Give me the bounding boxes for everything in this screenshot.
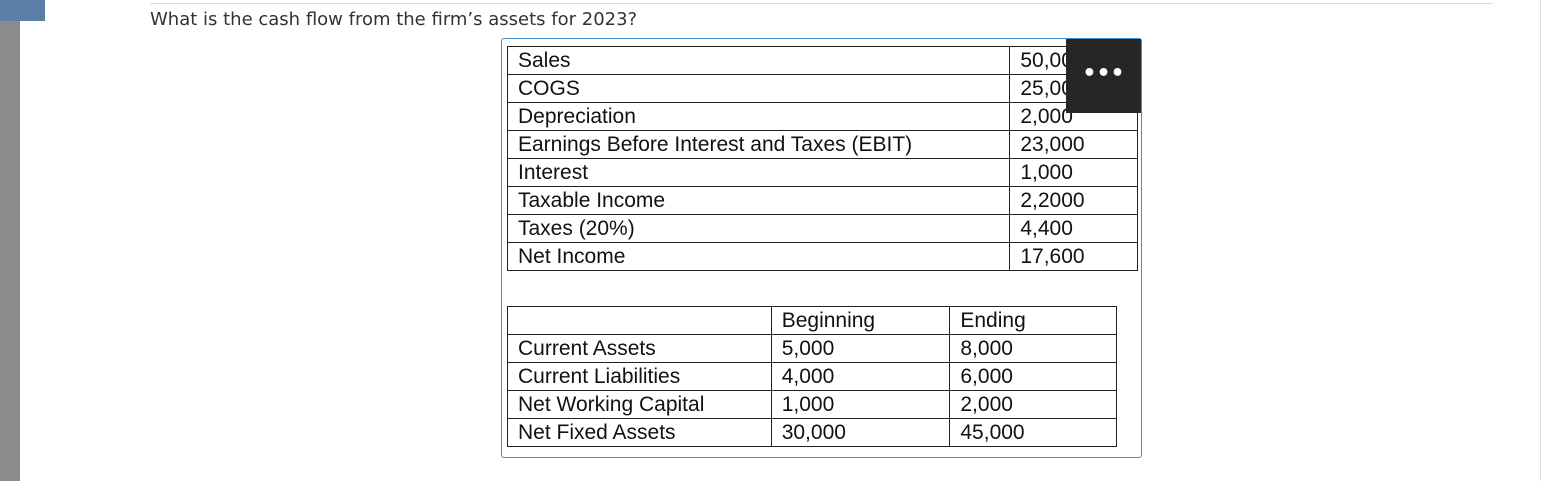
divider (150, 3, 1493, 4)
table-row: Current Liabilities 4,000 6,000 (507, 362, 1117, 391)
label-cell: Taxable Income (506, 186, 1011, 215)
amount-cell: 2,2000 (1009, 186, 1138, 215)
amount-cell: 17,600 (1009, 242, 1138, 271)
amount-cell: 4,000 (770, 362, 951, 391)
amount-cell: 1,000 (1009, 158, 1138, 187)
label-cell: Net Income (506, 242, 1011, 271)
amount-cell: 23,000 (1009, 130, 1138, 159)
table-row: Sales 50,000 (506, 46, 1138, 75)
empty-cell (507, 306, 772, 335)
table-row: Interest 1,000 (506, 158, 1138, 187)
table-row: COGS 25,000 (506, 74, 1138, 103)
table-row: Current Assets 5,000 8,000 (507, 334, 1117, 363)
table-row: Taxable Income 2,2000 (506, 186, 1138, 215)
table-row: Net Income 17,600 (506, 242, 1138, 271)
label-cell: Interest (506, 158, 1011, 187)
label-cell: Taxes (20%) (506, 214, 1011, 243)
label-cell: Depreciation (506, 102, 1011, 131)
question-text: What is the cash flow from the firm’s as… (150, 9, 638, 30)
amount-cell: 8,000 (949, 334, 1117, 363)
amount-cell: 5,000 (770, 334, 951, 363)
label-cell: Earnings Before Interest and Taxes (EBIT… (506, 130, 1011, 159)
header-cell: Beginning (770, 306, 951, 335)
label-cell: Current Assets (507, 334, 772, 363)
more-options[interactable]: ••• (1066, 39, 1141, 113)
table-row: Net Fixed Assets 30,000 45,000 (507, 418, 1117, 447)
amount-cell: 45,000 (949, 418, 1117, 447)
header-cell: Ending (949, 306, 1117, 335)
table-row: Net Working Capital 1,000 2,000 (507, 390, 1117, 419)
amount-cell: 30,000 (770, 418, 951, 447)
table-row: Depreciation 2,000 (506, 102, 1138, 131)
label-cell: COGS (506, 74, 1011, 103)
amount-cell: 1,000 (770, 390, 951, 419)
divider (1540, 0, 1541, 481)
header-row: Beginning Ending (507, 306, 1117, 335)
amount-cell: 2,000 (949, 390, 1117, 419)
image-frame (501, 38, 1142, 458)
sidebar (0, 0, 20, 481)
income-statement: Sales 50,000 COGS 25,000 Depreciation 2,000 Ea… (506, 46, 1138, 271)
table-row: Taxes (20%) 4,400 (506, 214, 1138, 243)
amount-cell: 6,000 (949, 362, 1117, 391)
amount-cell: 4,400 (1009, 214, 1138, 243)
label-cell: Net Fixed Assets (507, 418, 772, 447)
label-cell: Sales (506, 46, 1011, 75)
nav-button[interactable] (0, 0, 45, 21)
table-row: Earnings Before Interest and Taxes (EBIT… (506, 130, 1138, 159)
balance-sheet: Beginning Ending Current Assets 5,000 8,000 C… (507, 306, 1117, 447)
label-cell: Current Liabilities (507, 362, 772, 391)
label-cell: Net Working Capital (507, 390, 772, 419)
